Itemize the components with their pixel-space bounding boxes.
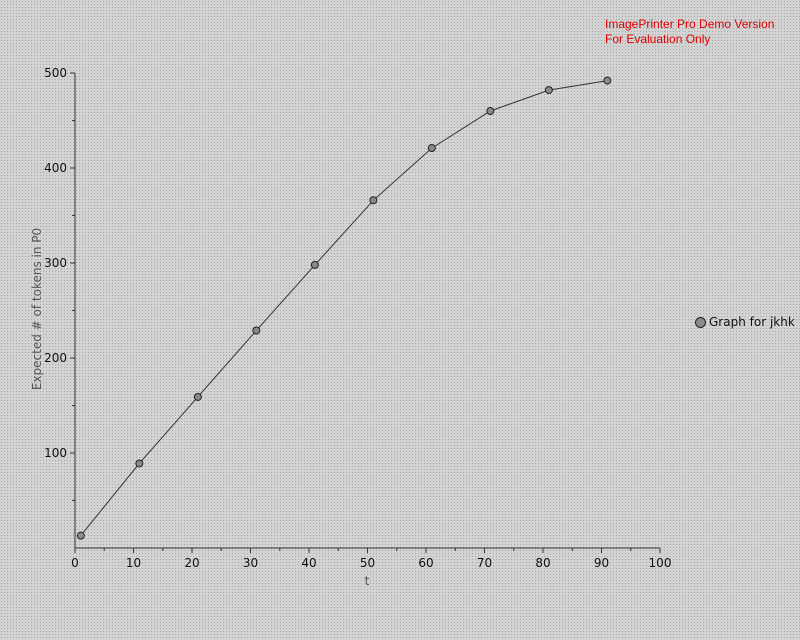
data-point	[486, 107, 495, 115]
y-tick-label: 300	[44, 256, 67, 270]
data-point	[135, 459, 144, 468]
x-tick-label: 50	[360, 556, 375, 570]
x-tick-label: 80	[535, 556, 550, 570]
data-point	[252, 326, 261, 335]
y-tick-label: 500	[44, 66, 67, 80]
x-tick-label: 100	[649, 556, 672, 570]
x-tick-label: 30	[243, 556, 258, 570]
data-point	[369, 196, 378, 205]
data-point	[544, 86, 553, 95]
x-tick-label: 60	[418, 556, 433, 570]
y-axis-label: Expected # of tokens in P0	[30, 228, 44, 390]
x-tick-label: 10	[126, 556, 141, 570]
x-axis-label: t	[365, 574, 370, 588]
watermark-line-2: For Evaluation Only	[605, 32, 711, 46]
y-tick-label: 100	[44, 446, 67, 460]
data-point	[76, 531, 85, 540]
data-point	[603, 76, 612, 85]
data-point	[193, 392, 202, 401]
y-tick-label: 400	[44, 161, 67, 175]
legend: Graph for jkhk	[695, 315, 795, 329]
x-tick-label: 20	[184, 556, 199, 570]
watermark-line-1: ImagePrinter Pro Demo Version	[605, 17, 775, 31]
y-tick-label: 200	[44, 351, 67, 365]
x-tick-label: 90	[594, 556, 609, 570]
legend-marker-icon	[695, 316, 706, 328]
x-tick-label: 40	[301, 556, 316, 570]
axes	[74, 73, 660, 549]
legend-entry-label: Graph for jkhk	[709, 315, 795, 329]
ticks: 0 10 20 30 40 50 60 70 80 90 100 100 200 300 400 500	[44, 66, 671, 570]
data-point	[310, 260, 319, 269]
series-line	[80, 80, 608, 536]
data-point	[427, 144, 436, 153]
series	[76, 76, 612, 540]
watermark: ImagePrinter Pro Demo Version For Evalua…	[605, 17, 774, 47]
x-tick-label: 0	[71, 556, 79, 570]
x-tick-label: 70	[477, 556, 492, 570]
